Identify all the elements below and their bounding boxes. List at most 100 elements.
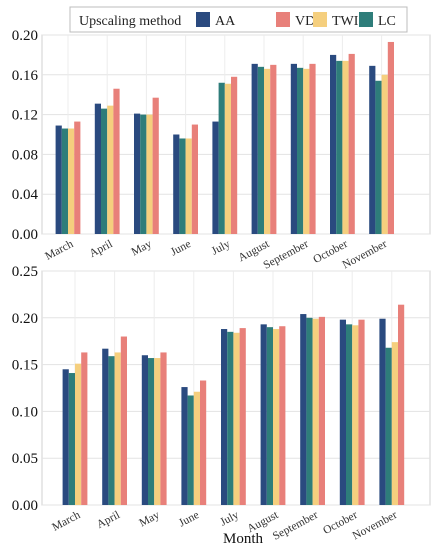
bar-lc-june bbox=[179, 138, 186, 234]
bar-twi-october bbox=[342, 60, 349, 235]
bar-vd-july bbox=[231, 76, 238, 234]
bar-lc-july bbox=[218, 82, 225, 234]
y-tick-label: 0.08 bbox=[12, 147, 38, 163]
bar-twi-april bbox=[107, 105, 114, 235]
x-tick-label: June bbox=[169, 238, 193, 258]
y-tick-label: 0.00 bbox=[12, 498, 38, 514]
bar-twi-march bbox=[68, 128, 75, 234]
bar-twi-september bbox=[303, 68, 310, 234]
bar-lc-november bbox=[385, 347, 392, 505]
x-tick-label: March bbox=[43, 238, 75, 263]
bar-twi-october bbox=[352, 325, 359, 505]
bar-vd-july bbox=[239, 328, 246, 505]
top-panel: 0.00 0.04 0.08 0.12 0.16 0.20 March April May Jun… bbox=[12, 28, 431, 272]
legend-label-vd: VD bbox=[295, 14, 315, 29]
y-tick-label: 0.20 bbox=[12, 311, 38, 327]
bar-twi-july bbox=[233, 332, 240, 505]
x-tick-label: May bbox=[130, 238, 154, 259]
bar-lc-april bbox=[101, 108, 108, 234]
bar-aa-september bbox=[290, 63, 297, 235]
y-tick-label: 0.16 bbox=[12, 68, 39, 84]
bar-lc-august bbox=[257, 66, 264, 234]
bar-lc-june bbox=[187, 395, 194, 505]
bar-vd-april bbox=[113, 88, 120, 234]
bar-aa-june bbox=[173, 134, 180, 234]
bar-twi-november bbox=[381, 74, 388, 234]
bar-twi-march bbox=[75, 363, 82, 505]
bar-lc-july bbox=[227, 331, 234, 505]
y-tick-label: 0.20 bbox=[12, 28, 38, 44]
legend-swatch-twi bbox=[313, 12, 327, 27]
bar-aa-july bbox=[221, 329, 228, 505]
legend-title: Upscaling method bbox=[79, 14, 181, 29]
legend-label-aa: AA bbox=[215, 14, 236, 29]
bar-lc-august bbox=[266, 327, 273, 505]
x-tick-label: September bbox=[271, 509, 320, 543]
bar-aa-november bbox=[379, 318, 386, 505]
y-tick-label: 0.12 bbox=[12, 108, 38, 124]
legend-swatch-vd bbox=[276, 12, 290, 27]
bar-aa-may bbox=[141, 355, 148, 505]
bar-vd-may bbox=[152, 97, 159, 234]
bar-lc-april bbox=[108, 356, 115, 505]
bar-twi-august bbox=[264, 68, 271, 234]
bar-vd-november bbox=[398, 304, 405, 505]
legend-label-twi: TWI bbox=[332, 14, 359, 29]
bar-vd-september bbox=[318, 316, 325, 505]
legend-box bbox=[69, 6, 408, 33]
x-tick-label: July bbox=[218, 509, 241, 529]
bar-lc-november bbox=[375, 80, 382, 235]
bar-vd-june bbox=[191, 124, 198, 234]
bar-lc-october bbox=[336, 60, 343, 235]
bar-vd-november bbox=[387, 41, 394, 235]
bar-aa-november bbox=[369, 65, 376, 234]
bar-aa-august bbox=[260, 324, 267, 505]
bar-vd-may bbox=[160, 352, 167, 505]
bar-vd-august bbox=[270, 64, 277, 234]
bar-vd-march bbox=[81, 352, 88, 505]
y-tick-label: 0.15 bbox=[12, 358, 38, 374]
bar-aa-april bbox=[102, 348, 109, 505]
y-tick-label: 0.25 bbox=[12, 264, 38, 280]
legend-label-lc: LC bbox=[378, 14, 396, 29]
legend-swatch-lc bbox=[359, 12, 373, 27]
x-tick-label: April bbox=[95, 509, 122, 531]
bar-twi-november bbox=[391, 342, 398, 505]
bar-vd-september bbox=[309, 63, 316, 235]
bar-vd-march bbox=[74, 121, 81, 234]
bar-aa-october bbox=[330, 54, 337, 235]
bar-twi-june bbox=[185, 138, 192, 234]
bar-vd-june bbox=[200, 380, 207, 505]
x-tick-label: September bbox=[262, 238, 311, 272]
x-axis-title: Month bbox=[223, 531, 264, 547]
bar-aa-march bbox=[62, 369, 69, 505]
y-tick-label: 0.05 bbox=[12, 451, 38, 467]
bar-twi-may bbox=[146, 114, 153, 234]
legend: Upscaling method AA VD TWI LC bbox=[69, 6, 408, 33]
x-tick-label: November bbox=[341, 238, 390, 271]
bar-aa-march bbox=[55, 125, 62, 234]
bar-twi-july bbox=[224, 83, 231, 234]
bar-lc-march bbox=[61, 128, 68, 234]
bar-twi-september bbox=[312, 318, 319, 505]
bar-aa-august bbox=[251, 63, 258, 235]
x-tick-label: July bbox=[210, 238, 233, 258]
bar-lc-may bbox=[148, 358, 155, 505]
bar-aa-october bbox=[339, 319, 346, 505]
bottom-panel: 0.00 0.05 0.10 0.15 0.20 0.25 March April May Jun… bbox=[12, 264, 431, 543]
bar-lc-march bbox=[68, 373, 75, 505]
bar-lc-may bbox=[140, 114, 147, 234]
y-tick-label: 0.04 bbox=[12, 187, 39, 203]
bar-aa-july bbox=[212, 121, 219, 234]
bar-twi-june bbox=[193, 391, 200, 505]
bar-aa-september bbox=[300, 314, 307, 505]
bar-aa-june bbox=[181, 387, 188, 505]
bar-lc-september bbox=[306, 317, 313, 505]
y-tick-label: 0.00 bbox=[12, 227, 38, 243]
bar-aa-april bbox=[94, 103, 101, 234]
x-tick-label: November bbox=[351, 509, 400, 542]
legend-swatch-aa bbox=[196, 12, 210, 27]
bar-twi-august bbox=[273, 329, 280, 505]
bar-lc-september bbox=[297, 67, 304, 235]
